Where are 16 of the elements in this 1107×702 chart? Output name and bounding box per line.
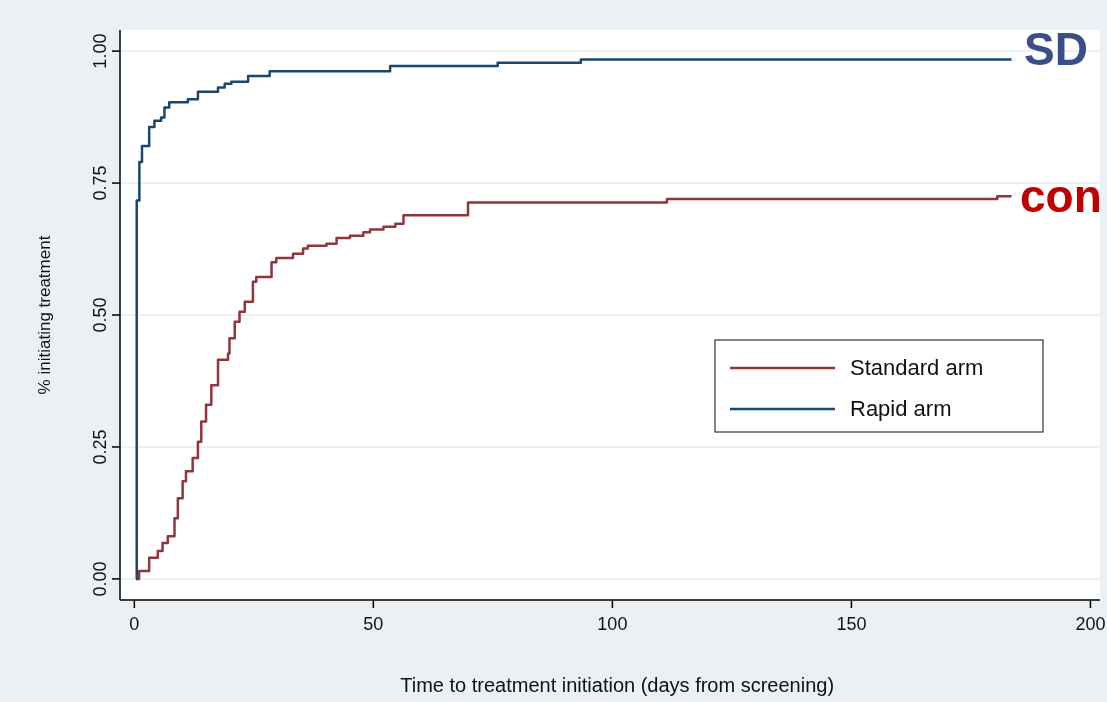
x-tick-label: 150 — [836, 614, 867, 634]
y-tick-label: 0.25 — [90, 429, 110, 465]
legend-label: Rapid arm — [850, 396, 952, 421]
y-tick-label: 0.00 — [90, 561, 110, 597]
x-axis-title: Time to treatment initiation (days from screening) — [400, 674, 835, 696]
legend-label: Standard arm — [850, 355, 984, 380]
y-tick-label: 0.75 — [90, 165, 110, 201]
x-tick-label: 200 — [1075, 614, 1106, 634]
y-tick-label: 0.50 — [90, 297, 110, 333]
y-tick-label: 1.00 — [90, 33, 110, 69]
x-tick-label: 100 — [597, 614, 628, 634]
annotation: SD — [1024, 23, 1088, 75]
annotation: con — [1020, 170, 1102, 222]
x-tick-label: 50 — [363, 614, 384, 634]
x-tick-label: 0 — [129, 614, 140, 634]
y-axis-title: % initiating treatment — [35, 235, 54, 395]
